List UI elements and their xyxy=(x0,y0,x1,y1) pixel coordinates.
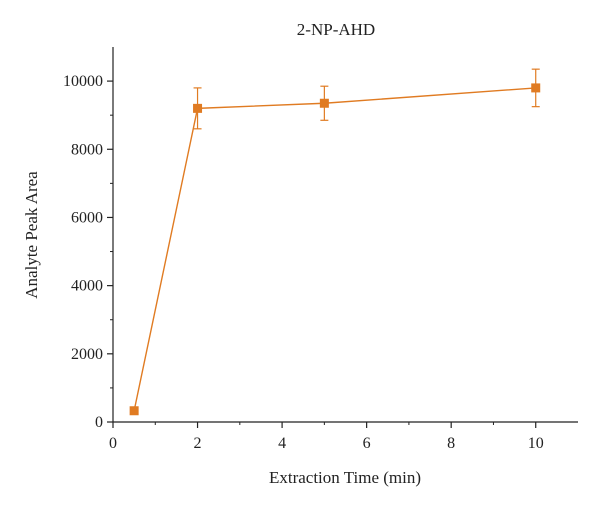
series-layer xyxy=(129,68,541,416)
x-tick-label: 6 xyxy=(363,435,371,452)
x-axis-label: Extraction Time (min) xyxy=(269,468,421,487)
y-tick-label: 0 xyxy=(95,414,103,431)
data-point xyxy=(319,98,329,108)
x-tick-label: 4 xyxy=(278,435,286,452)
x-tick-label: 8 xyxy=(447,435,455,452)
x-tick-label: 0 xyxy=(109,435,117,452)
x-tick-label: 10 xyxy=(528,435,544,452)
y-ticks: 0 2000 4000 6000 8000 10000 xyxy=(63,73,113,431)
x-ticks: 0 2 4 6 8 10 xyxy=(109,422,544,452)
x-tick-label: 2 xyxy=(194,435,202,452)
y-tick-label: 8000 xyxy=(71,141,103,158)
y-tick-label: 6000 xyxy=(71,209,103,226)
chart-title: 2-NP-AHD xyxy=(297,20,375,39)
y-tick-label: 2000 xyxy=(71,346,103,363)
series-line xyxy=(133,87,536,411)
data-point xyxy=(129,406,139,416)
data-point xyxy=(193,103,203,113)
data-point xyxy=(531,83,541,93)
y-tick-label: 4000 xyxy=(71,278,103,295)
y-tick-label: 10000 xyxy=(63,73,103,90)
y-axis-label: Analyte Peak Area xyxy=(22,171,41,299)
